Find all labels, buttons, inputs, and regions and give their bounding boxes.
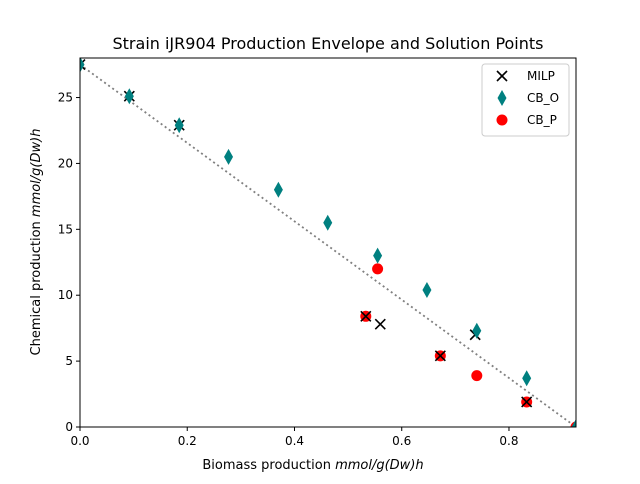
x-tick-label: 0.4 xyxy=(285,434,304,448)
x-tick-label: 0.6 xyxy=(392,434,411,448)
point-cb-o xyxy=(124,88,134,105)
x-axis: 0.0 0.2 0.4 0.6 0.8 xyxy=(70,427,519,448)
y-tick-label: 0 xyxy=(65,420,73,434)
legend-label: MILP xyxy=(527,69,555,83)
point-cb-o xyxy=(224,148,234,165)
y-tick-label: 20 xyxy=(58,156,73,170)
y-axis: 0 5 10 15 20 25 xyxy=(58,91,80,434)
point-cb-o xyxy=(422,281,432,298)
x-tick-label: 0.8 xyxy=(499,434,518,448)
y-axis-label: Chemical production mmol/g(Dw)h xyxy=(29,129,44,356)
legend-marker xyxy=(497,90,507,106)
y-tick-label: 10 xyxy=(58,288,73,302)
point-cb-o xyxy=(323,214,333,231)
legend-label: CB_O xyxy=(527,91,559,105)
legend-entry: CB_O xyxy=(497,90,559,106)
series-cb-o xyxy=(80,58,576,427)
plot-marks xyxy=(80,58,576,427)
legend-marker xyxy=(496,114,508,126)
point-milp xyxy=(80,59,86,71)
x-tick-label: 0.2 xyxy=(178,434,197,448)
y-tick-label: 5 xyxy=(65,354,73,368)
legend-label: CB_P xyxy=(527,113,557,127)
point-milp xyxy=(360,310,372,322)
point-cb-o xyxy=(472,322,482,339)
point-cb-o xyxy=(522,370,532,387)
legend-marker xyxy=(496,70,508,82)
point-milp xyxy=(374,318,386,330)
point-milp xyxy=(521,396,533,408)
point-cb-o xyxy=(273,181,283,198)
x-tick-label: 0.0 xyxy=(70,434,89,448)
y-tick-label: 25 xyxy=(58,91,73,105)
envelope-line xyxy=(80,63,576,427)
point-cb-o xyxy=(373,247,383,264)
y-tick-label: 15 xyxy=(58,222,73,236)
plot-frame xyxy=(79,57,577,428)
plot-area xyxy=(79,57,577,428)
series-milp xyxy=(80,59,533,408)
legend-entry: CB_P xyxy=(496,113,557,127)
point-cb-o xyxy=(571,419,576,427)
chart-title: Strain iJR904 Production Envelope and So… xyxy=(113,34,544,53)
point-cb-o xyxy=(80,58,85,73)
point-cb-p xyxy=(372,263,384,275)
legend-entry: MILP xyxy=(496,69,555,83)
point-cb-o xyxy=(174,117,184,134)
point-milp xyxy=(434,350,446,362)
point-cb-p xyxy=(471,370,483,382)
legend: MILP CB_O CB_P xyxy=(481,63,570,137)
x-axis-label: Biomass production mmol/g(Dw)h xyxy=(202,458,423,473)
